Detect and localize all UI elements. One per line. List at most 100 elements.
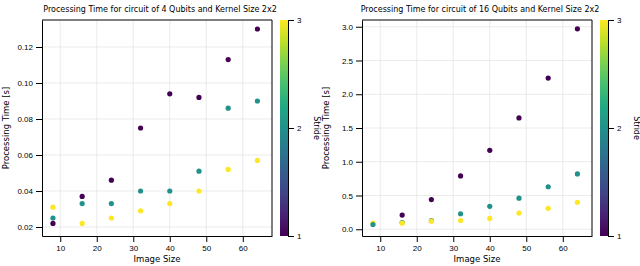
point xyxy=(400,212,405,217)
tick-label: 2 xyxy=(297,124,302,133)
tick-mark xyxy=(133,236,134,242)
tick-mark xyxy=(60,236,61,242)
tick-label: 10 xyxy=(56,244,65,253)
tick-mark xyxy=(36,191,42,192)
tick-mark xyxy=(356,229,362,230)
tick: 3 xyxy=(288,16,302,25)
tick: 50 xyxy=(522,236,531,253)
grid-line xyxy=(42,119,272,120)
panel: 1020304050600.020.040.060.080.100.12Imag… xyxy=(1,16,321,264)
tick: 1.0 xyxy=(342,158,362,167)
point xyxy=(109,178,114,183)
point xyxy=(429,218,434,223)
point xyxy=(138,208,143,213)
tick: 40 xyxy=(166,236,175,253)
chart-root: 1020304050600.020.040.060.080.100.12Imag… xyxy=(0,0,640,266)
point xyxy=(487,148,492,153)
y-axis: 0.00.51.01.52.02.53.0 xyxy=(342,21,363,237)
tick-label: 30 xyxy=(449,244,458,253)
point xyxy=(546,206,551,211)
tick-label: 0.0 xyxy=(342,225,354,234)
tick: 2 xyxy=(608,124,622,133)
tick-label: 3 xyxy=(297,16,302,25)
tick-label: 0.08 xyxy=(17,115,33,124)
y-axis: 0.020.040.060.080.100.12 xyxy=(17,21,42,237)
point xyxy=(196,95,201,100)
point xyxy=(487,216,492,221)
x-axis-title: Image Size xyxy=(134,254,181,264)
tick-mark xyxy=(356,27,362,28)
axis-line xyxy=(363,236,593,237)
tick: 2 xyxy=(288,124,302,133)
tick: 1.5 xyxy=(342,124,362,133)
point xyxy=(370,222,375,227)
tick-mark xyxy=(170,236,171,242)
point xyxy=(255,26,260,31)
tick: 10 xyxy=(56,236,65,253)
colorbar-gradient xyxy=(600,20,608,236)
point xyxy=(226,106,231,111)
tick-label: 0.02 xyxy=(17,223,33,232)
point xyxy=(226,167,231,172)
tick-mark xyxy=(288,20,294,21)
tick: 2.5 xyxy=(342,57,362,66)
colorbar-title: Stride xyxy=(632,116,640,140)
point xyxy=(458,173,463,178)
points xyxy=(50,26,260,226)
point xyxy=(80,194,85,199)
point xyxy=(196,169,201,174)
point xyxy=(546,184,551,189)
tick-label: 0.04 xyxy=(17,187,33,196)
colorbar-title: Stride xyxy=(312,116,321,140)
point xyxy=(516,115,521,120)
tick: 40 xyxy=(486,236,495,253)
tick-mark xyxy=(356,94,362,95)
tick: 20 xyxy=(93,236,102,253)
tick: 30 xyxy=(129,236,138,253)
point xyxy=(458,218,463,223)
tick-mark xyxy=(356,128,362,129)
tick-label: 40 xyxy=(486,244,495,253)
tick: 0.02 xyxy=(17,223,42,232)
grid-line xyxy=(362,94,592,95)
tick-label: 20 xyxy=(93,244,102,253)
tick-mark xyxy=(356,162,362,163)
grid-line xyxy=(60,20,61,236)
tick-label: 2.5 xyxy=(342,57,354,66)
x-axis: 102030405060 xyxy=(363,236,593,253)
tick: 0.04 xyxy=(17,187,42,196)
tick-mark xyxy=(36,227,42,228)
point xyxy=(50,205,55,210)
tick-label: 50 xyxy=(522,244,531,253)
tick-mark xyxy=(490,236,491,242)
point xyxy=(50,215,55,220)
tick-mark xyxy=(380,236,381,242)
tick-label: 60 xyxy=(559,244,568,253)
tick-label: 0.10 xyxy=(17,79,33,88)
grid-line xyxy=(206,20,207,236)
grid-line xyxy=(362,128,592,129)
point xyxy=(400,221,405,226)
point xyxy=(400,220,405,225)
point xyxy=(109,215,114,220)
tick: 60 xyxy=(239,236,248,253)
grid-line xyxy=(362,161,592,162)
point xyxy=(546,75,551,80)
axis-line xyxy=(42,21,43,237)
point xyxy=(255,98,260,103)
tick: 0.0 xyxy=(342,225,362,234)
grid xyxy=(42,20,272,236)
point xyxy=(167,201,172,206)
title: Processing Time for circuit of 16 Qubits… xyxy=(361,5,600,14)
tick: 0.12 xyxy=(17,43,42,52)
point xyxy=(487,204,492,209)
colorbar-axis: 123 xyxy=(608,16,622,241)
tick-mark xyxy=(36,47,42,48)
tick-label: 0.5 xyxy=(342,192,354,201)
point xyxy=(516,210,521,215)
y-axis-title: Processing Time [s] xyxy=(321,87,331,170)
tick-mark xyxy=(356,196,362,197)
grid-line xyxy=(42,83,272,84)
tick: 2.0 xyxy=(342,90,362,99)
tick-mark xyxy=(526,236,527,242)
